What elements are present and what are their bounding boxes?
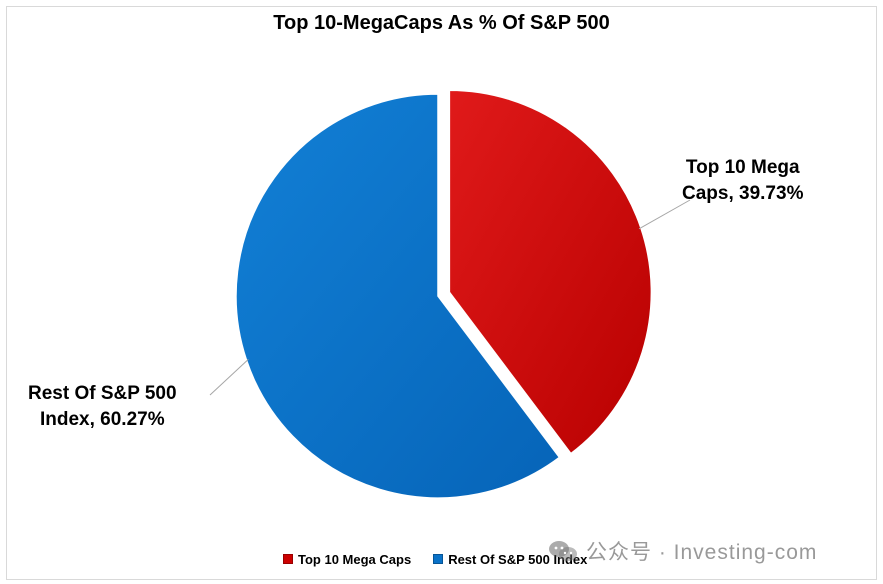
legend: Top 10 Mega Caps Rest Of S&P 500 Index [283, 550, 609, 568]
leader-line [638, 199, 691, 230]
slice-label-top-10-mega-caps: Top 10 Mega Caps, 39.73% [682, 157, 804, 204]
watermark: 公众号 · Investing-com [548, 536, 817, 566]
leader-line [209, 359, 249, 396]
watermark-text: 公众号 · Investing-com [586, 541, 818, 564]
legend-label: Top 10 Mega Caps [298, 551, 412, 567]
legend-item-rest: Rest Of S&P 500 Index [433, 552, 587, 567]
pie-slice-rest-of-s-p-500-index [235, 93, 561, 499]
legend-swatch-blue [433, 554, 444, 564]
slice-label-rest-of-sp500: Rest Of S&P 500 Index, 60.27% [28, 383, 177, 430]
legend-label: Rest Of S&P 500 Index [448, 551, 588, 567]
legend-item-top-10: Top 10 Mega Caps [283, 552, 411, 567]
wechat-icon [549, 541, 577, 561]
legend-swatch-red [283, 554, 293, 564]
chart-title: Top 10-MegaCaps As % Of S&P 500 [273, 12, 610, 34]
